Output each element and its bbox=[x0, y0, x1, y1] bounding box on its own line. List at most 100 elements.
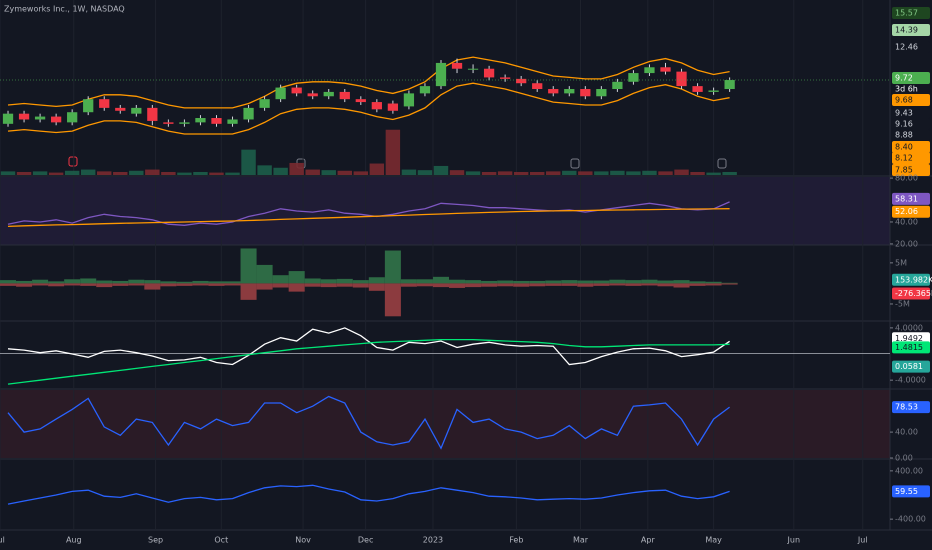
histogram-bar bbox=[32, 279, 49, 284]
histogram-bar bbox=[609, 283, 626, 286]
histogram-bar bbox=[689, 283, 706, 286]
candle-body bbox=[676, 71, 687, 87]
candle-body bbox=[227, 119, 238, 124]
histogram-bar bbox=[705, 281, 722, 284]
volume-bar bbox=[385, 129, 401, 175]
histogram-bar bbox=[48, 281, 65, 284]
histogram-bar bbox=[625, 280, 642, 284]
y-tick-label: 80.00 bbox=[895, 174, 918, 183]
price-level-label-box bbox=[892, 7, 930, 19]
candle-body bbox=[131, 107, 142, 114]
candle-body bbox=[467, 68, 479, 70]
last-value-label: 58.31 bbox=[895, 194, 918, 203]
histogram-bar bbox=[625, 283, 642, 286]
histogram-bar bbox=[416, 283, 433, 287]
volume-bar bbox=[305, 169, 320, 175]
histogram-bar bbox=[304, 283, 321, 287]
volume-bar bbox=[337, 170, 352, 175]
volume-bar bbox=[177, 172, 192, 175]
volume-bar bbox=[481, 171, 497, 175]
candle-body bbox=[403, 93, 415, 107]
histogram-bar bbox=[272, 275, 289, 284]
volume-bar bbox=[417, 170, 433, 175]
histogram-bar bbox=[432, 276, 450, 284]
histogram-bar bbox=[240, 248, 257, 284]
price-level-label: 14.39 bbox=[895, 26, 918, 35]
histogram-bar bbox=[192, 280, 209, 284]
histogram-bar bbox=[224, 283, 241, 286]
volume-bar bbox=[80, 169, 96, 175]
histogram-bar bbox=[320, 279, 337, 284]
candle-body bbox=[580, 89, 591, 97]
candle-body bbox=[323, 91, 334, 97]
lower-band bbox=[7, 82, 730, 135]
price-level-label: 15.57 bbox=[895, 9, 918, 18]
price-level-label-box bbox=[892, 41, 930, 53]
last-value-label: 1.9492 bbox=[895, 334, 923, 343]
indicator-line bbox=[7, 208, 730, 228]
x-tick-label: May bbox=[705, 536, 722, 545]
volume-bar bbox=[401, 169, 417, 175]
candle-body bbox=[483, 68, 495, 78]
histogram-bar bbox=[224, 281, 241, 284]
x-tick-label: 2023 bbox=[423, 536, 443, 545]
earnings-icon bbox=[717, 158, 727, 169]
histogram-bar bbox=[112, 283, 129, 286]
histogram-bar bbox=[593, 280, 610, 284]
histogram-bar bbox=[64, 283, 81, 286]
x-tick-label: Jun bbox=[787, 536, 801, 545]
volume-bar bbox=[161, 171, 176, 175]
histogram-bar bbox=[545, 280, 562, 284]
histogram-bar bbox=[352, 283, 369, 288]
histogram-bar bbox=[577, 280, 594, 284]
last-value-label: 1.4815 bbox=[895, 343, 923, 352]
candle-body bbox=[195, 118, 206, 123]
histogram-bar bbox=[609, 279, 626, 284]
volume-bar bbox=[690, 171, 705, 175]
histogram-bar bbox=[384, 283, 401, 317]
candle-body bbox=[371, 102, 382, 110]
histogram-bar bbox=[144, 283, 161, 290]
price-level-label-box bbox=[892, 24, 930, 36]
y-tick-label: 5M bbox=[895, 258, 907, 267]
price-level-label: 9.16 bbox=[895, 120, 913, 129]
last-value-label: 52.06 bbox=[895, 207, 918, 216]
candle-body bbox=[147, 107, 158, 121]
volume-bar bbox=[48, 172, 64, 175]
volume-bar bbox=[241, 149, 256, 175]
price-level-label-box bbox=[892, 152, 930, 164]
last-price-label: 9.72 bbox=[895, 74, 913, 83]
candle-body bbox=[243, 107, 254, 120]
price-level-label-box bbox=[892, 129, 930, 141]
volume-bar bbox=[706, 172, 721, 175]
y-tick-label: 400.00 bbox=[895, 466, 923, 475]
histogram-bar bbox=[176, 281, 193, 284]
volume-bar bbox=[289, 162, 304, 175]
histogram-bar bbox=[128, 279, 145, 284]
x-tick-label: Dec bbox=[358, 536, 373, 545]
histogram-bar bbox=[160, 281, 177, 284]
volume-bar bbox=[610, 170, 625, 175]
histogram-bar bbox=[481, 280, 498, 284]
candle-body bbox=[692, 86, 703, 92]
histogram-bar bbox=[32, 283, 49, 286]
histogram-bar bbox=[577, 283, 594, 287]
last-value-label-box bbox=[892, 485, 930, 498]
indicator-line bbox=[7, 484, 730, 505]
last-value-label: 78.53 bbox=[895, 403, 918, 412]
histogram-bar bbox=[288, 283, 305, 292]
volume-bar bbox=[529, 171, 545, 175]
histogram-bar bbox=[465, 283, 482, 288]
histogram-bar bbox=[208, 281, 225, 284]
histogram-bar bbox=[432, 283, 450, 288]
volume-bar bbox=[626, 171, 641, 175]
volume-bar bbox=[129, 170, 144, 175]
histogram-bar bbox=[144, 280, 161, 284]
panel-background bbox=[0, 177, 890, 245]
price-level-label: 12.46 bbox=[895, 43, 918, 52]
candle-body bbox=[67, 112, 78, 123]
candle-body bbox=[419, 86, 431, 94]
candle-body bbox=[211, 118, 222, 124]
x-tick-label: Feb bbox=[509, 536, 523, 545]
upper-band bbox=[7, 56, 730, 109]
